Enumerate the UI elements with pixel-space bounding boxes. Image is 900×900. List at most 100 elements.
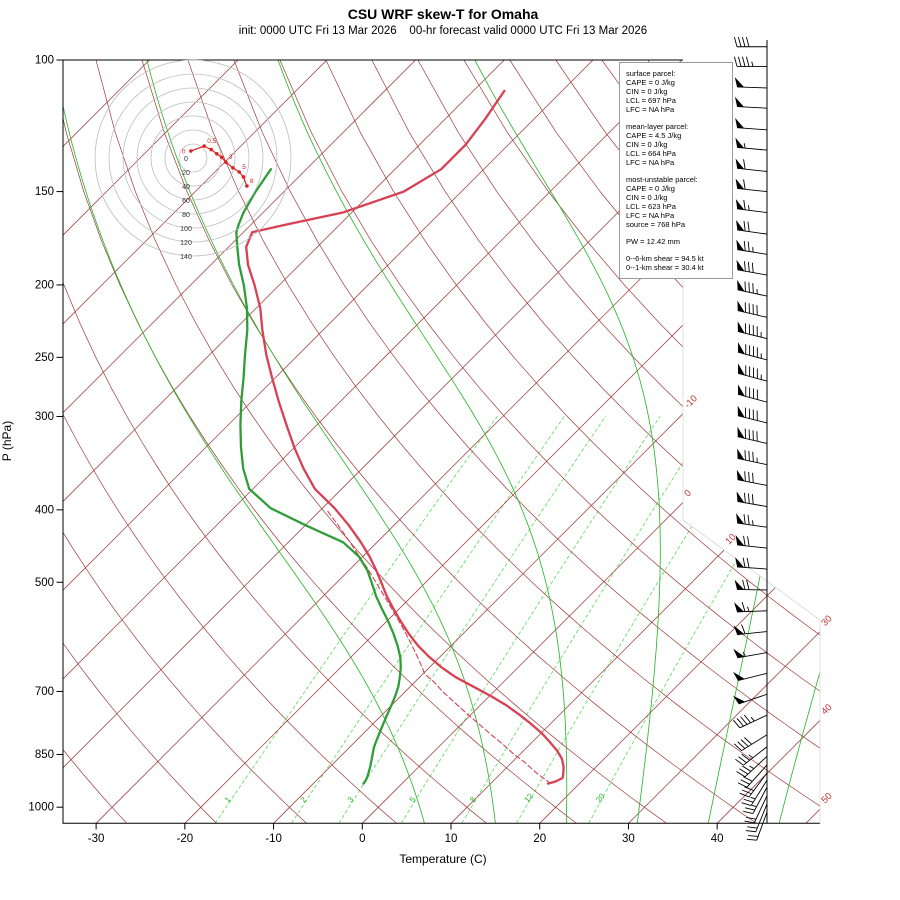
wind-barb	[733, 56, 767, 67]
hodograph-ring-label: 140	[180, 254, 192, 261]
hodograph-trace-point	[241, 175, 246, 179]
plot-frame	[62, 60, 820, 824]
isotherm-line	[63, 60, 328, 824]
hodograph-ring	[94, 59, 292, 257]
wind-barb	[741, 779, 768, 807]
info-section: surface parcel: CAPE = 0 J/kg CIN = 0 J/kg…	[626, 69, 726, 114]
parcel-path-curve	[326, 509, 552, 785]
isotherm-line	[63, 60, 416, 824]
wind-barb	[746, 811, 768, 841]
mixing-ratio-line	[516, 416, 761, 824]
dry-adiabat-line	[63, 60, 217, 824]
dry-adiabat-line	[63, 60, 487, 824]
hodograph-trace-point	[237, 170, 241, 174]
hodograph-trace-point	[219, 155, 224, 160]
chart-title: CSU WRF skew-T for Omaha	[347, 6, 539, 22]
hodograph-ring	[136, 101, 250, 215]
hodograph-trace-point	[215, 152, 219, 156]
x-axis-label: Temperature (C)	[399, 852, 487, 866]
hodograph-trace-point	[245, 184, 249, 188]
info-line: source = 768 hPa	[626, 220, 686, 229]
isotherm-line	[95, 60, 820, 824]
wind-barb	[735, 137, 768, 151]
temperature-curve	[245, 89, 565, 785]
wind-barb	[733, 624, 768, 636]
mixing-ratio-label: 8	[468, 795, 478, 805]
hodograph-ring-label: 40	[182, 184, 190, 191]
dry-adiabat-line	[63, 60, 127, 824]
hodograph-height-label: 8	[250, 178, 254, 185]
mixing-ratio-label: 2	[299, 795, 309, 805]
info-line: 0--1-km shear = 30.4 kt	[626, 263, 704, 272]
hodograph-ring	[150, 115, 236, 201]
pressure-tick-label: 300	[35, 411, 54, 423]
hodograph-trace-point	[209, 147, 213, 152]
info-line: CIN = 0 J/kg	[626, 140, 668, 149]
hodograph-ring-label: 0	[184, 156, 188, 163]
info-section-title: mean-layer parcel:	[626, 122, 689, 131]
wind-barb	[736, 239, 768, 255]
hodograph-ring-label: 80	[182, 212, 190, 219]
mixing-ratio-line	[401, 416, 661, 824]
wind-barb	[739, 772, 768, 798]
hodograph-trace-point	[224, 160, 228, 164]
wind-barb	[735, 178, 768, 193]
hodograph-trace	[190, 145, 248, 187]
info-section: mean-layer parcel: CAPE = 4.5 J/kg CIN = 0…	[626, 122, 726, 167]
axes: -30 -20 -10 0 10 20 30 401001502002503004005007…	[28, 55, 821, 845]
wind-barb	[733, 36, 767, 48]
info-section: PW = 12.42 mm	[626, 237, 726, 246]
info-line: CIN = 0 J/kg	[626, 193, 668, 202]
pressure-tick-label: 1000	[28, 802, 54, 814]
data-region-boundary	[682, 60, 821, 824]
mixing-ratio-label: 20	[594, 791, 607, 804]
pressure-tick-label: 500	[35, 577, 54, 589]
wind-barb	[735, 117, 768, 131]
hodograph-height-label: 0	[182, 149, 186, 156]
isotherm-line	[539, 60, 820, 824]
wind-barb	[735, 198, 768, 213]
wind-barb	[737, 342, 768, 361]
wind-barb	[735, 557, 768, 570]
pressure-tick-label: 250	[35, 352, 54, 364]
isotherm-line	[450, 60, 820, 824]
dry-adiabat-line	[279, 60, 820, 824]
isotherm-line	[184, 60, 820, 824]
isotherm-line	[63, 60, 505, 824]
x-tick-label: -20	[177, 833, 194, 845]
wind-barb-column	[733, 36, 768, 841]
info-line: LCL = 697 hPa	[626, 96, 676, 105]
pressure-tick-label: 400	[35, 504, 54, 516]
wind-barb	[737, 279, 768, 297]
info-section: most-unstable parcel: CAPE = 0 J/kg CIN = …	[626, 175, 726, 229]
pressure-tick-label: 850	[35, 749, 54, 761]
skewt-background-lines	[63, 60, 820, 824]
hodograph-trace-point	[231, 166, 235, 170]
wind-barb	[737, 405, 768, 424]
info-line: 0--6-km shear = 94.5 kt	[626, 254, 704, 263]
x-tick-label: 20	[533, 833, 546, 845]
pressure-tick-label: 100	[35, 55, 54, 67]
moist-adiabat-line	[778, 60, 820, 824]
mixing-ratio-label: 1	[223, 795, 233, 805]
wind-barb	[736, 756, 768, 778]
dry-adiabat-line	[371, 60, 820, 824]
mixing-ratio-label: 12	[522, 791, 535, 804]
x-tick-label: 0	[359, 833, 365, 845]
isotherm-line	[628, 60, 820, 824]
pressure-tick-label: 200	[35, 279, 54, 291]
isotherm-label: 0	[682, 488, 694, 500]
mixing-ratio-line	[291, 416, 565, 824]
wind-barb	[734, 601, 768, 613]
x-tick-label: -10	[265, 833, 282, 845]
wind-barb	[737, 426, 768, 444]
isotherm-line	[273, 60, 820, 824]
hodograph-trace-point	[189, 149, 193, 153]
wind-barb	[737, 384, 768, 403]
hodograph-inset: 0 20 40 60 80 100 120 140 0 0.5 3 58	[94, 59, 292, 261]
dry-adiabat-line	[63, 60, 307, 824]
wind-barb	[733, 671, 768, 682]
wind-barb	[733, 714, 768, 729]
